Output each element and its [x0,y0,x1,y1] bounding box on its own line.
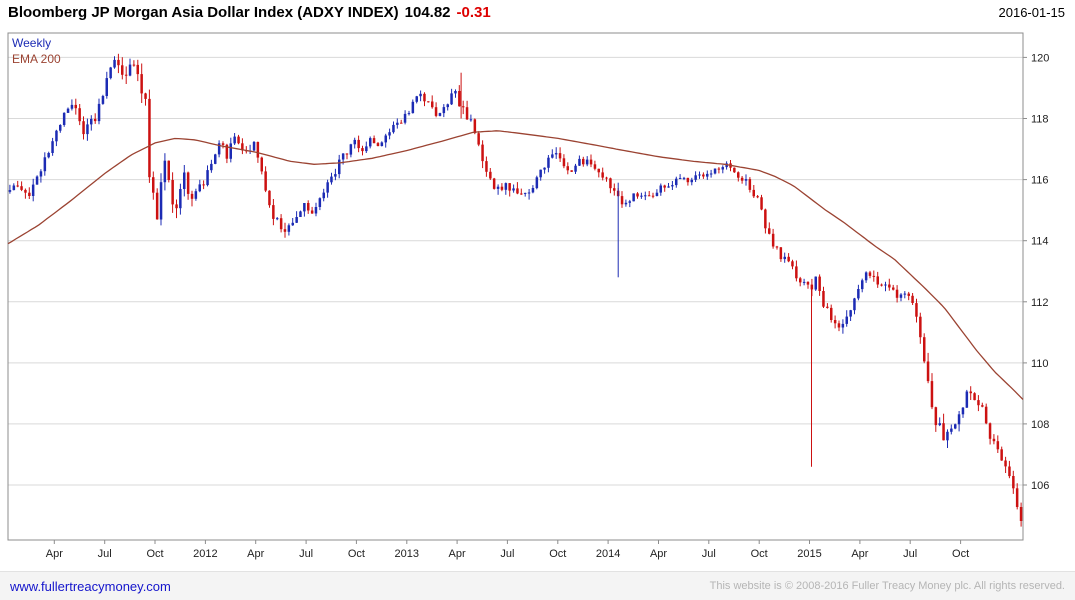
svg-text:Oct: Oct [751,548,768,560]
chart-date: 2016-01-15 [998,5,1066,20]
svg-text:Jul: Jul [299,548,313,560]
svg-text:116: 116 [1031,175,1049,187]
svg-text:120: 120 [1031,52,1049,64]
svg-text:Apr: Apr [851,548,868,560]
chart-legend: Weekly EMA 200 [12,35,61,67]
svg-text:Oct: Oct [952,548,969,560]
legend-ema-label: EMA 200 [12,52,61,66]
svg-text:118: 118 [1031,114,1049,126]
svg-text:Jul: Jul [702,548,716,560]
page-title: Bloomberg JP Morgan Asia Dollar Index (A… [8,4,491,21]
copyright-text: This website is © 2008-2016 Fuller Treac… [709,580,1065,592]
svg-text:Apr: Apr [650,548,667,560]
svg-text:Oct: Oct [348,548,365,560]
legend-weekly-label: Weekly [12,36,52,50]
index-title: Bloomberg JP Morgan Asia Dollar Index (A… [8,4,399,21]
last-price: 104.82 [404,4,451,21]
svg-text:Apr: Apr [247,548,264,560]
svg-text:Oct: Oct [146,548,163,560]
svg-text:2012: 2012 [193,548,217,560]
svg-text:2014: 2014 [596,548,620,560]
svg-text:Jul: Jul [500,548,514,560]
svg-text:Oct: Oct [549,548,566,560]
svg-text:2013: 2013 [395,548,419,560]
footer-bar: www.fullertreacymoney.com This website i… [0,571,1075,600]
svg-text:106: 106 [1031,480,1049,492]
svg-text:114: 114 [1031,236,1049,248]
svg-text:110: 110 [1031,358,1049,370]
svg-text:Apr: Apr [46,548,63,560]
svg-text:108: 108 [1031,419,1049,431]
svg-text:Jul: Jul [98,548,112,560]
svg-text:Jul: Jul [903,548,917,560]
header-bar: Bloomberg JP Morgan Asia Dollar Index (A… [8,4,1065,28]
price-change: -0.31 [456,4,491,21]
svg-text:Apr: Apr [449,548,466,560]
svg-text:2015: 2015 [797,548,821,560]
footer-link[interactable]: www.fullertreacymoney.com [10,578,171,594]
svg-text:112: 112 [1031,297,1049,309]
